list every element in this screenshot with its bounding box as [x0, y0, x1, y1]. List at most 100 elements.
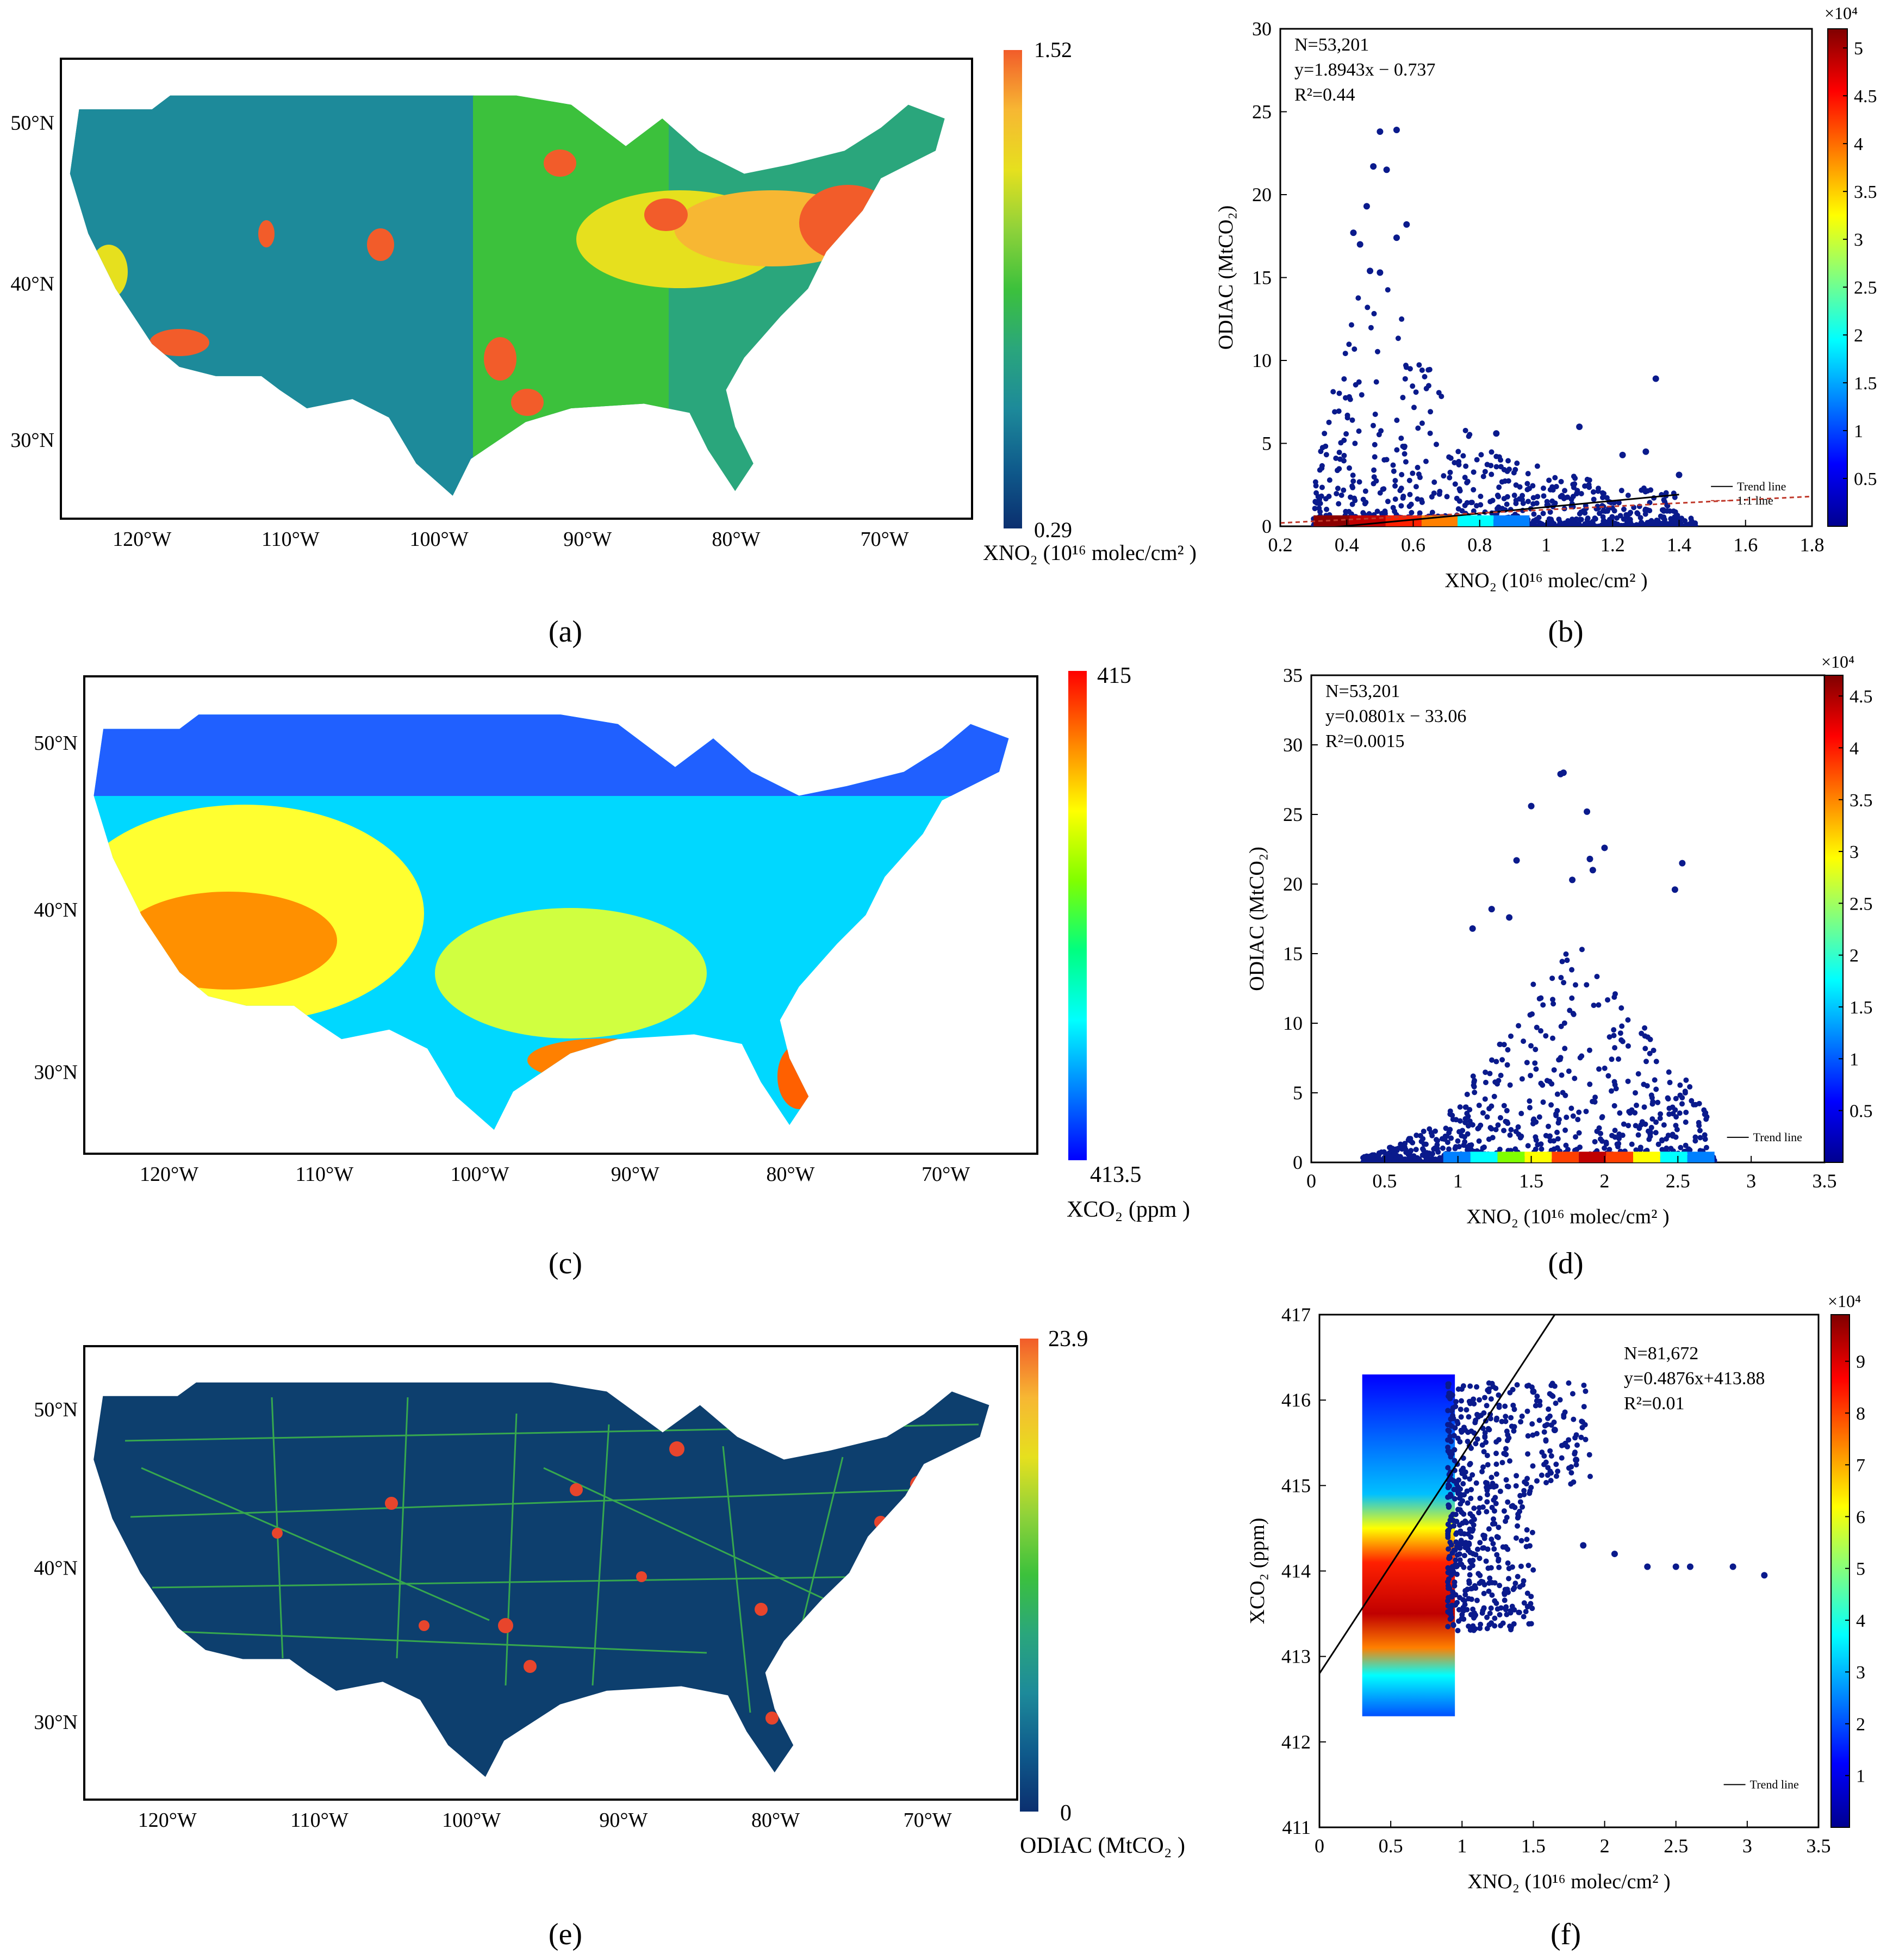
- scatter-point: [1634, 522, 1640, 526]
- scatter-point: [1601, 844, 1608, 851]
- scatter-point: [1659, 1138, 1665, 1144]
- scatter-point: [1616, 1131, 1622, 1137]
- scatter-point: [1399, 316, 1405, 322]
- scatter-point: [1583, 1109, 1589, 1115]
- scatter-point: [1458, 1538, 1464, 1544]
- scatter-point: [1503, 1477, 1509, 1483]
- scatter-point: [1525, 1603, 1531, 1609]
- scatter-point: [1562, 1046, 1568, 1051]
- scatter-point: [1596, 1125, 1602, 1131]
- scatter-point: [1584, 808, 1591, 815]
- scatter-point: [1617, 513, 1623, 519]
- scatter-point: [1487, 1071, 1493, 1077]
- scatter-point: [1458, 1528, 1464, 1534]
- density-cell: [1660, 1152, 1687, 1162]
- scatter-point: [1672, 1563, 1679, 1570]
- scatter-point: [1398, 1159, 1404, 1162]
- scatter-point: [1474, 1597, 1480, 1603]
- lon-tick-c: 120°W: [140, 1163, 198, 1186]
- scatter-point: [1642, 507, 1648, 513]
- hotspot-la-a: [150, 329, 209, 356]
- scatter-point: [1687, 1084, 1693, 1090]
- scatter-point: [1408, 501, 1414, 507]
- y-tick-label: 30: [1283, 734, 1303, 756]
- scatter-point: [1408, 1148, 1414, 1154]
- scatter-point: [1461, 1564, 1467, 1570]
- scatter-point: [1441, 473, 1447, 479]
- scatter-point: [1534, 1393, 1540, 1399]
- scatter-point: [1619, 1023, 1625, 1029]
- scatter-point: [1450, 1622, 1456, 1628]
- colorbar: [1830, 1314, 1850, 1828]
- scatter-point: [1395, 335, 1401, 341]
- scatter-point: [1502, 1597, 1508, 1603]
- scatter-point: [1445, 1437, 1451, 1443]
- scatter-point: [1572, 524, 1578, 526]
- scatter-point: [1673, 520, 1679, 526]
- x-tick-label: 1.2: [1601, 534, 1625, 556]
- scatter-point: [1541, 1461, 1547, 1467]
- scatter-point: [1524, 1060, 1530, 1066]
- colorbar-c: [1068, 671, 1087, 1160]
- lat-tick-a: 50°N: [10, 111, 54, 134]
- scatter-point: [1497, 1489, 1503, 1495]
- scatter-point: [1518, 1133, 1524, 1139]
- scatter-point: [1541, 493, 1547, 499]
- y-tick-label: 10: [1283, 1012, 1303, 1034]
- scatter-point: [1484, 1499, 1490, 1505]
- scatter-point: [1472, 1090, 1478, 1096]
- lat-tick-e: 40°N: [34, 1557, 78, 1580]
- scatter-point: [1595, 503, 1601, 509]
- lon-tick-e: 110°W: [290, 1809, 348, 1832]
- scatter-point: [1644, 522, 1650, 526]
- scatter-point: [1555, 1469, 1561, 1474]
- scatter-point: [1673, 1123, 1679, 1129]
- scatter-point: [1316, 496, 1322, 502]
- scatter-point: [1417, 475, 1423, 481]
- scatter-point: [1341, 437, 1347, 443]
- scatter-point: [1501, 1508, 1507, 1514]
- scatter-point: [1334, 490, 1340, 496]
- scatter-point: [1456, 1144, 1462, 1150]
- hotspot-houston-a: [511, 389, 544, 416]
- scatter-point: [1418, 497, 1424, 503]
- colorbar-tick-label: 2.5: [1850, 894, 1873, 914]
- scatter-point: [1515, 1124, 1521, 1130]
- scatter-point: [1618, 1005, 1624, 1011]
- scatter-point: [1481, 1590, 1487, 1596]
- scatter-point: [1372, 412, 1378, 418]
- scatter-point: [1370, 422, 1376, 428]
- scatter-point: [1572, 1451, 1578, 1457]
- scatter-point: [1489, 1126, 1495, 1132]
- scatter-point: [1458, 1414, 1464, 1420]
- scatter-point: [1626, 1123, 1632, 1129]
- scatter-point: [1586, 1452, 1592, 1458]
- scatter-point: [1428, 409, 1434, 415]
- lon-tick-c: 90°W: [611, 1163, 659, 1186]
- scatter-point: [1558, 975, 1564, 981]
- scatter-point: [1467, 1461, 1473, 1467]
- scatter-point: [1703, 1144, 1709, 1150]
- scatter-point: [1462, 1592, 1468, 1598]
- scatter-point: [1497, 1147, 1503, 1153]
- scatter-point: [1503, 1519, 1509, 1525]
- scatter-point: [1449, 1392, 1455, 1398]
- scatter-point: [1348, 322, 1354, 328]
- scatter-point: [1468, 1534, 1474, 1540]
- scatter-point: [1528, 1043, 1534, 1049]
- scatter-point: [1455, 1628, 1461, 1634]
- scatter-point: [1478, 502, 1484, 508]
- scatter-point: [1477, 1581, 1483, 1586]
- density-column: [1362, 1374, 1455, 1716]
- scatter-point: [1527, 1105, 1533, 1111]
- scatter-point: [1505, 1047, 1511, 1053]
- scatter-point: [1586, 1047, 1592, 1053]
- scatter-point: [1491, 1516, 1497, 1522]
- scatter-point: [1445, 1408, 1451, 1414]
- scatter-point: [1486, 1526, 1492, 1532]
- scatter-point: [1474, 457, 1480, 463]
- panel-label-d: (d): [1548, 1247, 1583, 1280]
- scatter-point: [1392, 483, 1398, 489]
- scatter-point: [1530, 483, 1536, 489]
- scatter-point: [1570, 1011, 1576, 1017]
